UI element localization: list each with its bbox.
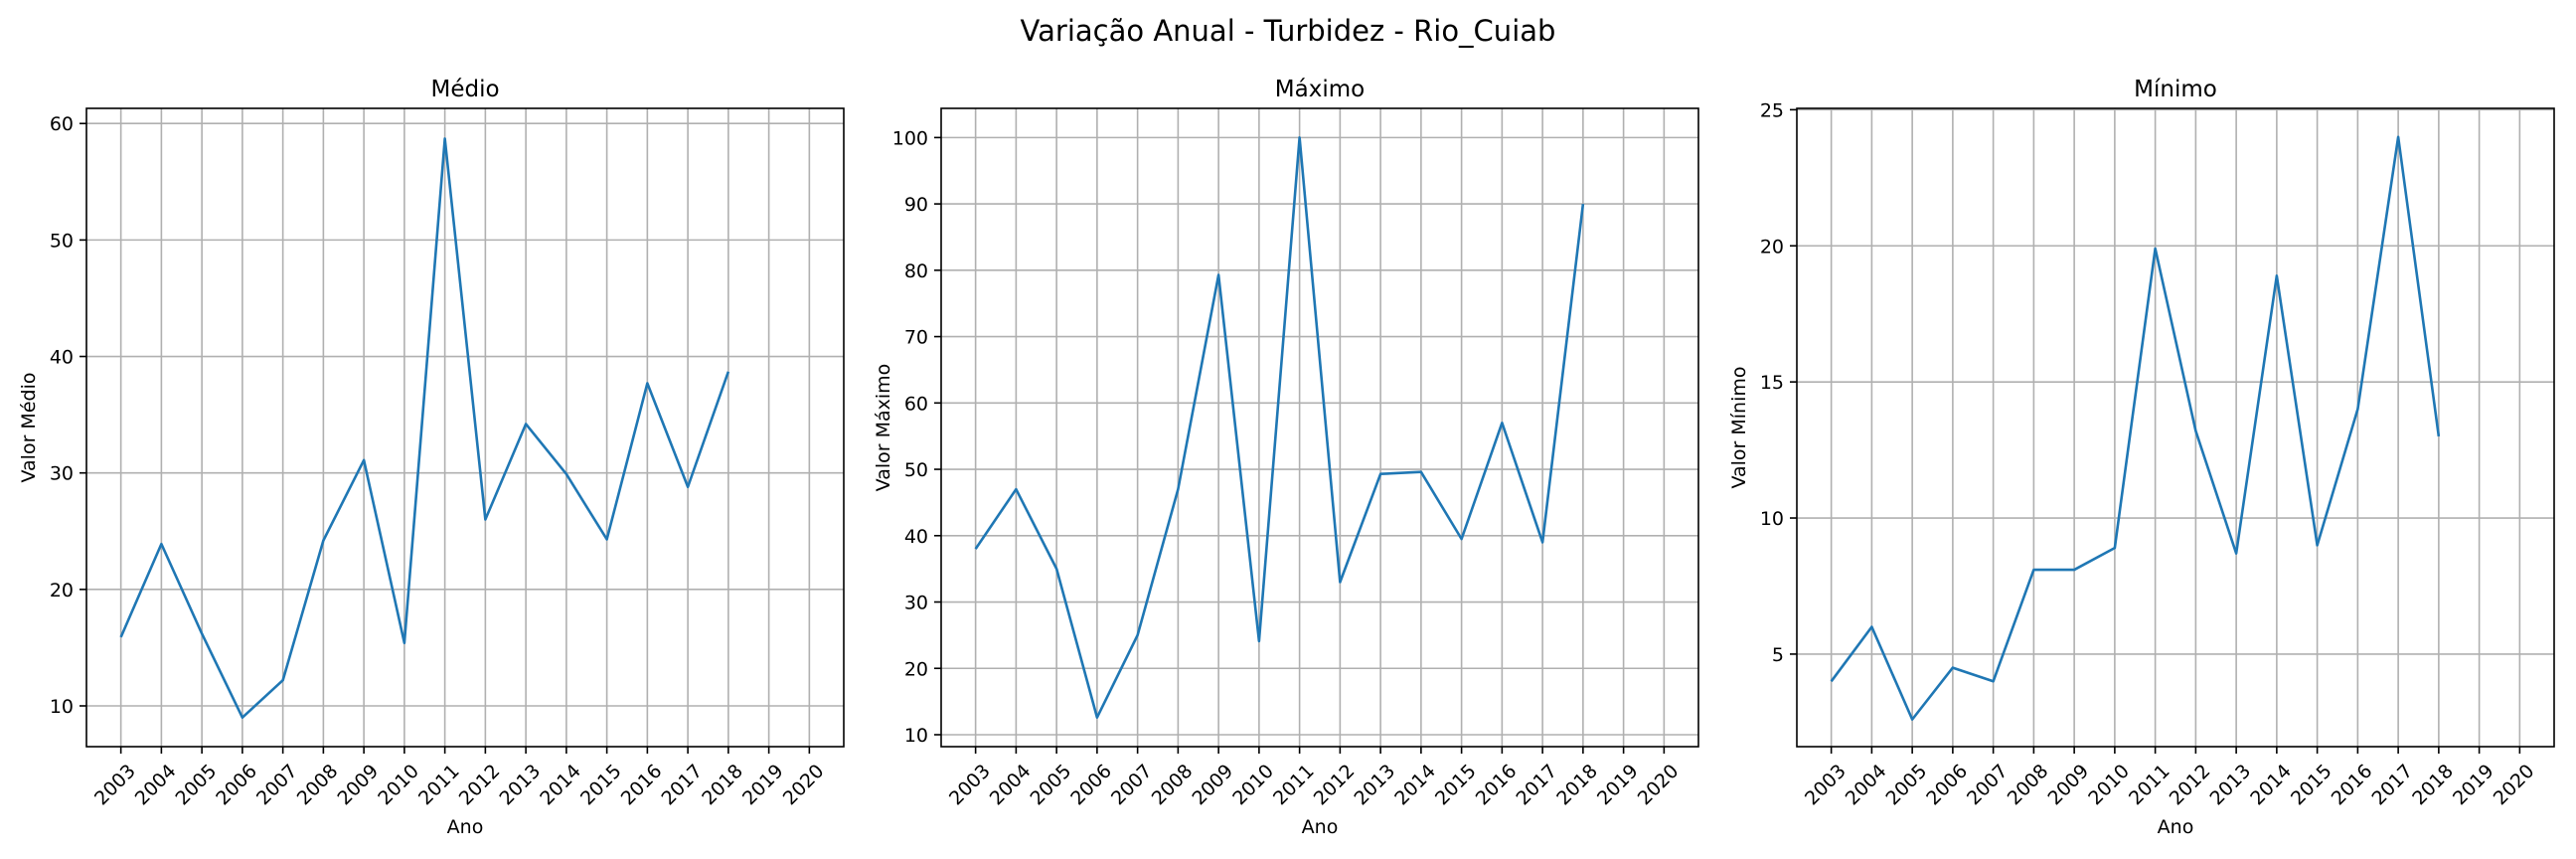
y-tick-label: 20 <box>904 658 928 680</box>
y-tick-label: 100 <box>892 127 928 149</box>
y-tick-label: 20 <box>50 580 74 601</box>
y-tick-label: 10 <box>50 696 74 718</box>
x-axis-label: Ano <box>2158 816 2194 838</box>
y-axis-label: Valor Mínimo <box>1728 366 1750 488</box>
y-tick-label: 80 <box>904 260 928 282</box>
y-tick-label: 15 <box>1760 372 1784 394</box>
y-tick-label: 60 <box>50 113 74 135</box>
y-tick-label: 25 <box>1760 99 1784 121</box>
y-tick-label: 40 <box>50 347 74 369</box>
y-tick-label: 70 <box>904 327 928 349</box>
y-tick-label: 10 <box>904 725 928 747</box>
axes-frame <box>940 107 1699 748</box>
x-axis-label: Ano <box>1302 816 1339 838</box>
y-tick-label: 50 <box>50 230 74 252</box>
y-tick-label: 10 <box>1760 508 1784 530</box>
series-line <box>974 136 1585 719</box>
y-tick-label: 30 <box>904 593 928 614</box>
series-line <box>119 137 730 720</box>
subplot-title: Máximo <box>1275 77 1365 102</box>
figure-title: Variação Anual - Turbidez - Rio_Cuiab <box>1021 14 1556 48</box>
y-tick-label: 20 <box>1760 236 1784 258</box>
y-tick-label: 50 <box>904 459 928 481</box>
y-axis-label: Valor Máximo <box>873 364 894 492</box>
subplot-title: Mínimo <box>2134 77 2217 102</box>
series-line <box>1830 135 2441 721</box>
axes-frame <box>1796 107 2555 748</box>
x-axis-label: Ano <box>447 816 484 838</box>
y-tick-label: 30 <box>50 463 74 485</box>
y-tick-label: 90 <box>904 194 928 216</box>
axes-frame <box>85 107 845 748</box>
y-axis-label: Valor Médio <box>18 373 40 483</box>
y-tick-label: 60 <box>904 393 928 415</box>
y-tick-label: 40 <box>904 526 928 548</box>
y-tick-label: 5 <box>1772 644 1784 666</box>
subplot-title: Médio <box>430 77 499 102</box>
